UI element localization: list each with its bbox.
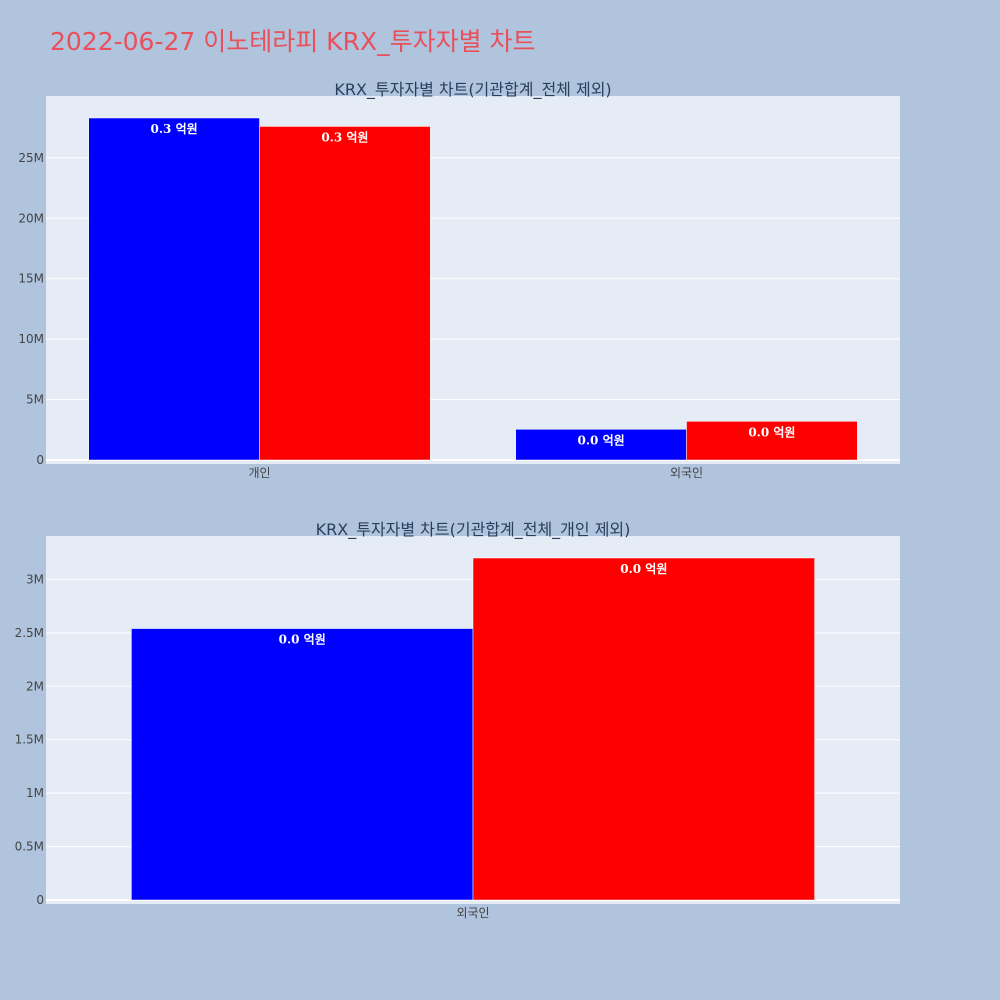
y-tick-label: 2M [26, 679, 44, 693]
bar-data-label: 0.0 억원 [748, 425, 795, 439]
y-tick-label: 2.5M [15, 626, 44, 640]
y-tick-label: 3M [26, 572, 44, 586]
y-tick-label: 1M [26, 786, 44, 800]
chart-title: KRX_투자자별 차트(기관합계_전체 제외) [334, 80, 611, 100]
x-tick-label: 개인 [248, 466, 270, 480]
x-tick-label: 외국인 [456, 906, 489, 920]
y-tick-label: 0 [36, 893, 44, 907]
chart-title: KRX_투자자별 차트(기관합계_전체_개인 제외) [316, 520, 631, 540]
y-tick-label: 20M [18, 211, 44, 225]
bar [686, 421, 858, 461]
x-tick-label: 외국인 [670, 466, 703, 480]
y-tick-label: 10M [18, 332, 44, 346]
y-tick-label: 0.5M [15, 840, 44, 854]
bar-data-label: 0.0 억원 [578, 433, 625, 447]
bar-data-label: 0.0 억원 [279, 633, 326, 647]
page-title: 2022-06-27 이노테라피 KRX_투자자별 차트 [50, 27, 536, 56]
bar [88, 117, 260, 461]
y-tick-label: 0 [36, 453, 44, 467]
y-tick-label: 5M [26, 393, 44, 407]
y-tick-label: 15M [18, 272, 44, 286]
y-tick-label: 1.5M [15, 733, 44, 747]
bar-data-label: 0.0 억원 [620, 562, 667, 576]
bar-data-label: 0.3 억원 [321, 130, 368, 144]
bar [259, 126, 431, 461]
bar [131, 628, 474, 901]
bar [515, 429, 687, 461]
bar-data-label: 0.3 억원 [151, 122, 198, 136]
bar [472, 557, 815, 901]
y-tick-label: 25M [18, 151, 44, 165]
